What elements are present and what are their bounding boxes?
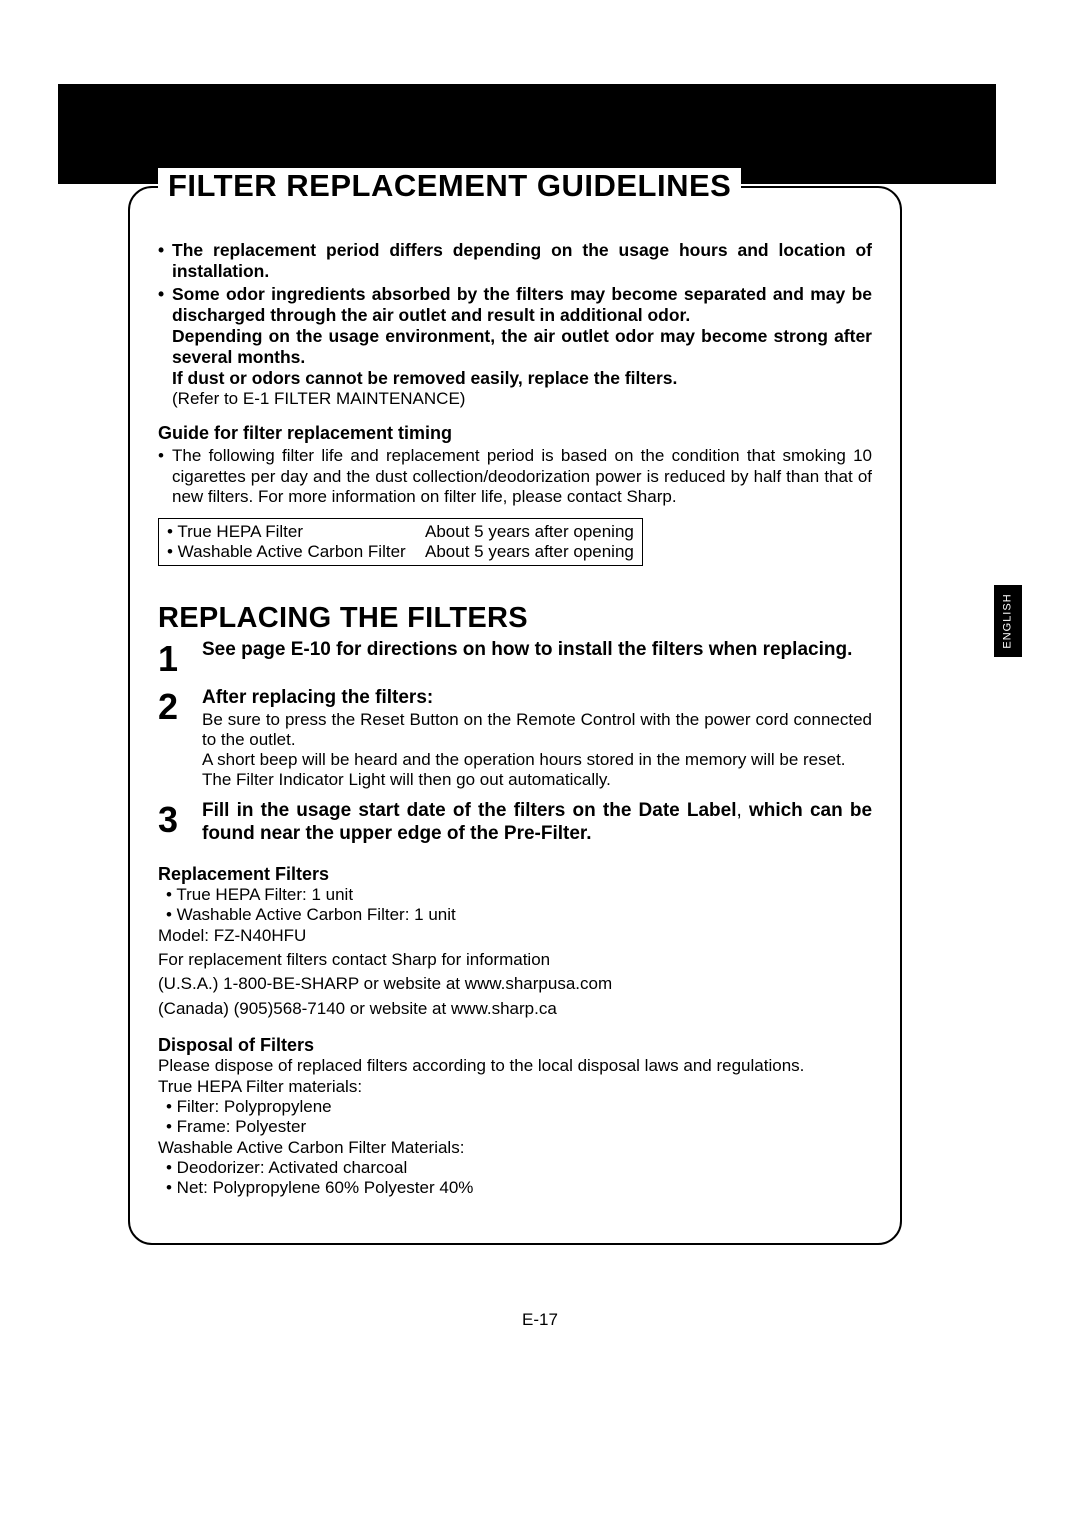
step-3-lead-comma: ,	[737, 800, 749, 821]
timing-note: • The following filter life and replacem…	[158, 446, 872, 508]
guideline-2c: If dust or odors cannot be removed easil…	[172, 368, 872, 389]
step-3: 3 Fill in the usage start date of the fi…	[158, 800, 872, 846]
replacement-l6: (Canada) (905)568-7140 or website at www…	[158, 999, 872, 1019]
replacement-l3: Model: FZ-N40HFU	[158, 926, 872, 946]
replacement-l1: • True HEPA Filter: 1 unit	[158, 885, 872, 905]
replacement-l4: For replacement filters contact Sharp fo…	[158, 950, 872, 970]
bullet-dot: •	[158, 446, 172, 508]
step-3-lead: Fill in the usage start date of the filt…	[202, 800, 872, 846]
filter-life-table: • True HEPA Filter About 5 years after o…	[158, 518, 643, 566]
disposal-l2: True HEPA Filter materials:	[158, 1077, 872, 1097]
disposal-l4: • Frame: Polyester	[158, 1117, 872, 1137]
step-1: 1 See page E-10 for directions on how to…	[158, 639, 872, 677]
guidelines-block: • The replacement period differs dependi…	[158, 240, 872, 566]
disposal-l6: • Deodorizer: Activated charcoal	[158, 1158, 872, 1178]
bullet-dot: •	[158, 284, 172, 409]
replacement-l5: (U.S.A.) 1-800-BE-SHARP or website at ww…	[158, 974, 872, 994]
step-number: 2	[158, 687, 202, 790]
guideline-1: The replacement period differs depending…	[172, 240, 872, 282]
disposal-l3: • Filter: Polypropylene	[158, 1097, 872, 1117]
section1-title: FILTER REPLACEMENT GUIDELINES	[168, 168, 731, 204]
table-cell: • True HEPA Filter	[167, 522, 425, 542]
disposal-l5: Washable Active Carbon Filter Materials:	[158, 1138, 872, 1158]
replacement-l2: • Washable Active Carbon Filter: 1 unit	[158, 905, 872, 925]
language-tab-label: ENGLISH	[1002, 593, 1014, 648]
guideline-2d: (Refer to E-1 FILTER MAINTENANCE)	[172, 389, 872, 409]
step-number: 3	[158, 800, 202, 846]
timing-note-body: The following filter life and replacemen…	[172, 446, 872, 508]
step-3-lead-a: Fill in the usage start date of the filt…	[202, 800, 737, 821]
content-panel: FILTER REPLACEMENT GUIDELINES • The repl…	[128, 186, 902, 1245]
step-number: 1	[158, 639, 202, 677]
page-number: E-17	[0, 1310, 1080, 1330]
step-1-lead: See page E-10 for directions on how to i…	[202, 639, 872, 662]
guideline-2: Some odor ingredients absorbed by the fi…	[172, 284, 872, 409]
table-cell: About 5 years after opening	[425, 522, 634, 542]
disposal-heading: Disposal of Filters	[158, 1035, 872, 1056]
section2-title: REPLACING THE FILTERS	[158, 602, 872, 635]
guideline-2b: Depending on the usage environment, the …	[172, 326, 872, 368]
table-row: • Washable Active Carbon Filter About 5 …	[167, 542, 634, 562]
section1-title-wrap: FILTER REPLACEMENT GUIDELINES	[158, 168, 741, 204]
step-2-p1: Be sure to press the Reset Button on the…	[202, 710, 872, 750]
bullet-dot: •	[158, 240, 172, 282]
disposal-l1: Please dispose of replaced filters accor…	[158, 1056, 872, 1076]
guideline-2a: Some odor ingredients absorbed by the fi…	[172, 284, 872, 326]
disposal-l7: • Net: Polypropylene 60% Polyester 40%	[158, 1178, 872, 1198]
step-2-p3: The Filter Indicator Light will then go …	[202, 770, 872, 790]
table-cell: About 5 years after opening	[425, 542, 634, 562]
replacement-heading: Replacement Filters	[158, 864, 872, 885]
step-2: 2 After replacing the filters: Be sure t…	[158, 687, 872, 790]
step-2-lead: After replacing the filters:	[202, 687, 872, 710]
table-row: • True HEPA Filter About 5 years after o…	[167, 522, 634, 542]
language-tab: ENGLISH	[994, 585, 1022, 657]
timing-heading: Guide for filter replacement timing	[158, 423, 872, 444]
table-cell: • Washable Active Carbon Filter	[167, 542, 425, 562]
step-2-p2: A short beep will be heard and the opera…	[202, 750, 872, 770]
